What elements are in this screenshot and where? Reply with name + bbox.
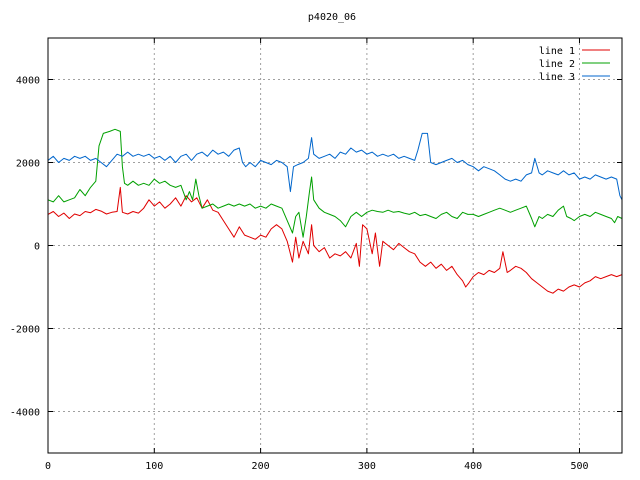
legend-label-1: line 1: [539, 46, 575, 57]
x-tick-label: 0: [45, 461, 51, 472]
y-tick-label: 2000: [16, 159, 40, 170]
x-tick-label: 500: [570, 461, 588, 472]
x-tick-label: 200: [252, 461, 270, 472]
plot-frame: [47, 37, 623, 454]
chart-title: p4020_06: [308, 12, 356, 23]
legend-label-2: line 2: [539, 59, 575, 70]
axis-ticks: 0 100 200 300 400 500 -4000 -2000 0 2000 4000: [10, 38, 622, 472]
y-tick-label: -2000: [10, 325, 40, 336]
series-1-line: [47, 186, 623, 294]
x-tick-label: 100: [145, 461, 163, 472]
y-tick-label: 4000: [16, 76, 40, 87]
legend: line 1 line 2 line 3: [539, 46, 610, 83]
series-3-line: [47, 132, 623, 201]
series-lines: [47, 128, 623, 294]
series-2-line: [47, 128, 623, 238]
legend-label-3: line 3: [539, 72, 575, 83]
y-tick-label: -4000: [10, 408, 40, 419]
x-tick-label: 400: [464, 461, 482, 472]
y-tick-label: 0: [34, 242, 40, 253]
grid-lines: [48, 38, 622, 453]
x-tick-label: 300: [358, 461, 376, 472]
